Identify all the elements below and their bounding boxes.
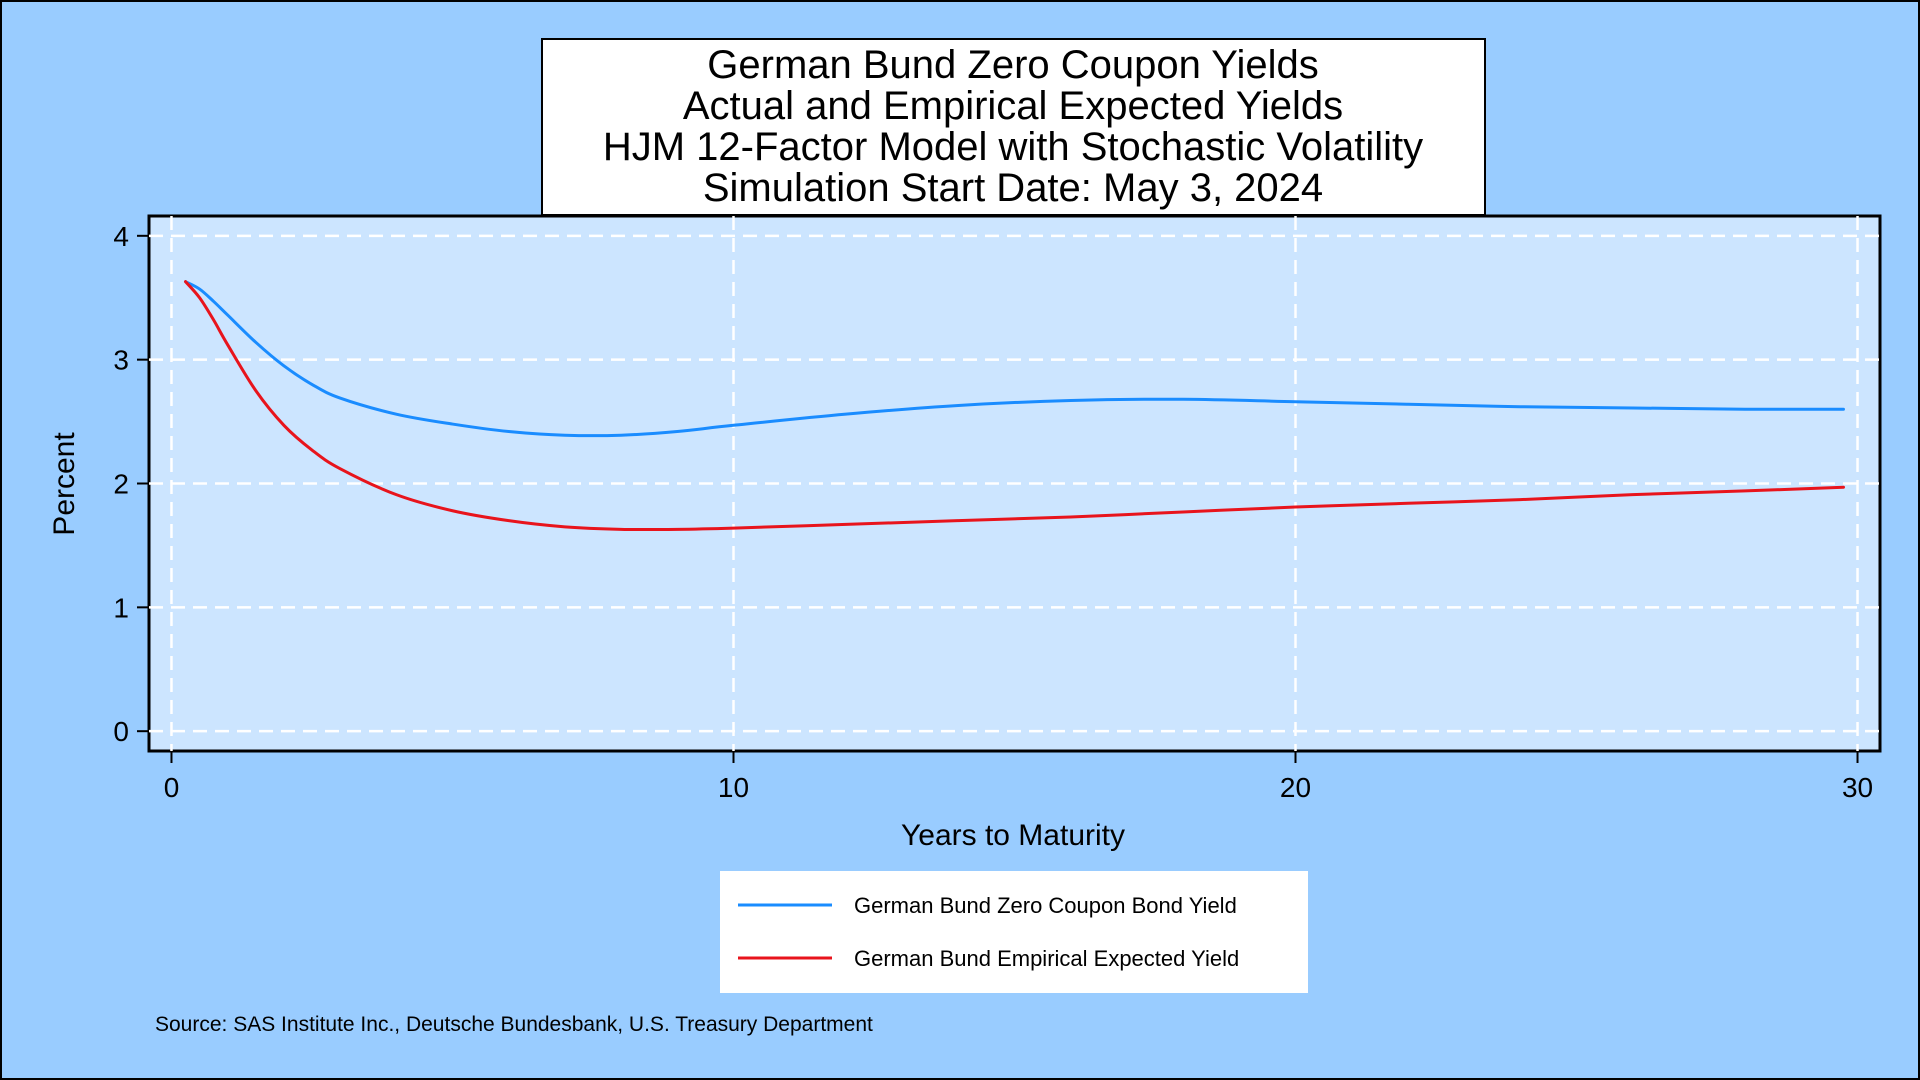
source-note: Source: SAS Institute Inc., Deutsche Bun…	[155, 1013, 873, 1036]
legend-label-zero-coupon: German Bund Zero Coupon Bond Yield	[854, 893, 1237, 918]
series-layer	[184, 280, 1845, 532]
y-tick-label: 0	[113, 716, 129, 747]
series-zero-coupon-yield-line	[184, 280, 1845, 438]
x-axis-title: Years to Maturity	[901, 819, 1125, 852]
grid	[149, 216, 1880, 751]
x-tick-label: 30	[1842, 772, 1873, 803]
series-expected-yield-line	[184, 280, 1845, 532]
chart-title-line-4: Simulation Start Date: May 3, 2024	[703, 166, 1323, 210]
y-tick-label: 2	[113, 469, 129, 500]
y-tick-label: 4	[113, 221, 129, 252]
x-tick-label: 20	[1280, 772, 1311, 803]
axes: 0 1 2 3 4 0 10 20 30	[113, 221, 1873, 803]
y-tick-label: 3	[113, 345, 129, 376]
y-axis-title: Percent	[48, 432, 81, 536]
title-box	[541, 38, 1486, 216]
x-tick-label: 10	[718, 772, 749, 803]
y-tick-label: 1	[113, 592, 129, 623]
chart-title-line-3: HJM 12-Factor Model with Stochastic Vola…	[603, 125, 1423, 169]
chart-title-line-1: German Bund Zero Coupon Yields	[707, 43, 1318, 87]
legend-label-expected-yield: German Bund Empirical Expected Yield	[854, 946, 1239, 971]
legend-box	[720, 871, 1308, 993]
chart-title-line-2: Actual and Empirical Expected Yields	[683, 84, 1343, 128]
x-tick-label: 0	[164, 772, 180, 803]
